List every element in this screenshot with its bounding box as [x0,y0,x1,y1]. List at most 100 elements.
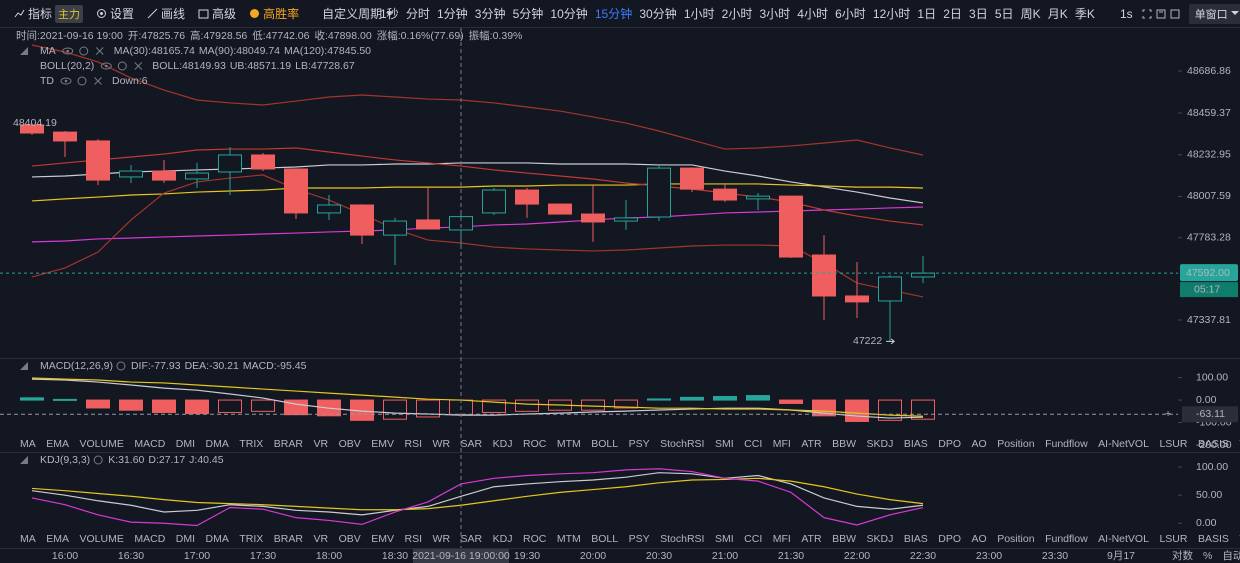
indicator-tab[interactable]: OBV [339,438,361,450]
indicator-tab[interactable]: EMV [371,438,394,450]
indicator-tab[interactable]: DMI [176,533,195,545]
indicator-tab[interactable]: BASIS [1198,438,1229,450]
scale-option[interactable]: 自动 [1222,549,1240,562]
interval[interactable]: 1日 [917,7,937,21]
indicator-tab[interactable]: RSI [405,533,423,545]
interval[interactable]: 月K [1047,7,1068,21]
indicator-tab[interactable]: Position [997,438,1035,450]
indicator-tab[interactable]: AI-NetVOL [1098,533,1149,545]
indicator-tab[interactable]: VOLUME [80,438,124,450]
indicator-tab[interactable]: LSUR [1159,533,1187,545]
interval[interactable]: 12小时 [872,7,911,21]
indicator-tab[interactable]: KDJ [493,533,513,545]
scale-option[interactable]: 对数 [1172,549,1194,562]
indicator-tab[interactable]: BOLL [591,438,618,450]
indicator-tab[interactable]: BASIS [1198,533,1229,545]
interval[interactable]: 1秒 [380,7,399,21]
indicator-tab[interactable]: TRIX [239,438,263,450]
indicator-tab[interactable]: DPO [938,533,961,545]
indicator-tab[interactable]: MFI [773,438,791,450]
interval[interactable]: 季K [1074,7,1095,21]
indicator-tab[interactable]: AO [972,533,987,545]
indicator-tab[interactable]: MACD [134,533,165,545]
indicator-tab[interactable]: EMA [46,438,69,450]
indicator-tab[interactable]: LSUR [1159,438,1187,450]
indicator-button[interactable]: 指标 主力 [14,4,84,23]
custom-period[interactable]: 自定义周期 [322,5,394,22]
indicator-tab[interactable]: BRAR [274,533,304,545]
collapse-toggle[interactable] [20,456,28,464]
indicator-tab[interactable]: BRAR [274,438,304,450]
draw-button[interactable]: 画线 [147,5,185,22]
indicator-tab[interactable]: ROC [523,533,547,545]
scale-option[interactable]: % [1203,550,1212,562]
indicator-tab[interactable]: BOLL [591,533,618,545]
indicator-tab[interactable]: MACD [134,438,165,450]
interval[interactable]: 5日 [994,7,1014,21]
indicator-tab[interactable]: ATR [801,533,822,545]
indicator-tab[interactable]: MA [20,438,36,450]
indicator-tab[interactable]: StochRSI [660,438,704,450]
indicator-tab[interactable]: EMA [46,533,69,545]
interval[interactable]: 5分钟 [512,7,544,21]
indicator-tab[interactable]: MFI [773,533,791,545]
interval[interactable]: 10分钟 [550,7,588,21]
interval[interactable]: 15分钟 [594,7,633,21]
interval[interactable]: 4小时 [797,7,828,21]
indicator-tab[interactable]: Fundflow [1045,438,1088,450]
indicator-tab[interactable]: KDJ [493,438,513,450]
indicator-tab[interactable]: ROC [523,438,547,450]
indicator-tab[interactable]: WR [433,438,451,450]
promo-button[interactable]: 高胜率 [249,5,299,22]
indicator-tab[interactable]: CCI [744,533,762,545]
settings-button[interactable]: 设置 [96,5,134,22]
indicator-tab[interactable]: SAR [461,438,483,450]
indicator-tab[interactable]: VR [313,438,328,450]
indicator-tab[interactable]: SKDJ [866,533,893,545]
indicator-tab[interactable]: Position [997,533,1035,545]
interval[interactable]: 6小时 [835,7,866,21]
indicator-tab[interactable]: BIAS [904,533,928,545]
indicator-tab[interactable]: DMA [206,533,229,545]
advanced-button[interactable]: 高级 [198,5,236,22]
indicator-tab[interactable]: MTM [557,533,581,545]
indicator-tab[interactable]: DMA [206,438,229,450]
indicator-tab[interactable]: VOLUME [80,533,124,545]
indicator-tab[interactable]: MTM [557,438,581,450]
indicator-tab[interactable]: EMV [371,533,394,545]
interval[interactable]: 周K [1020,7,1041,21]
indicator-tab[interactable]: StochRSI [660,533,704,545]
indicator-tab[interactable]: BBW [832,438,856,450]
interval[interactable]: 2日 [943,7,962,21]
indicator-tab[interactable]: SKDJ [866,438,893,450]
indicator-tab[interactable]: SMI [715,533,734,545]
indicator-tab[interactable]: AO [972,438,987,450]
indicator-tab[interactable]: DPO [938,438,961,450]
indicator-tab[interactable]: DMI [176,438,195,450]
cursor-plus[interactable]: + [1165,408,1171,420]
indicator-tab[interactable]: PSY [629,533,650,545]
interval[interactable]: 1分钟 [436,7,468,21]
indicator-tab[interactable]: RSI [405,438,423,450]
indicator-tab[interactable]: BIAS [904,438,928,450]
indicator-tab[interactable]: ATR [801,438,822,450]
indicator-tab[interactable]: CCI [744,438,762,450]
interval[interactable]: 3小时 [759,7,791,21]
speed[interactable]: 1s [1120,6,1133,21]
interval[interactable]: 30分钟 [639,7,677,21]
indicator-tab[interactable]: VR [313,533,328,545]
interval[interactable]: 2小时 [721,7,753,21]
indicator-tab[interactable]: WR [433,533,451,545]
interval[interactable]: 分时 [405,7,430,21]
indicator-tab[interactable]: OBV [339,533,361,545]
collapse-toggle[interactable] [20,362,28,370]
indicator-tab[interactable]: TRIX [239,533,263,545]
window-button[interactable]: 单窗口 [1188,3,1240,24]
interval[interactable]: 3分钟 [474,7,506,21]
indicator-tab[interactable]: Fundflow [1045,533,1088,545]
indicator-tab[interactable]: SMI [715,438,734,450]
interval[interactable]: 1小时 [683,7,715,21]
indicator-tab[interactable]: AI-NetVOL [1098,438,1149,450]
indicator-tab[interactable]: PSY [629,438,650,450]
interval[interactable]: 3日 [969,7,988,21]
